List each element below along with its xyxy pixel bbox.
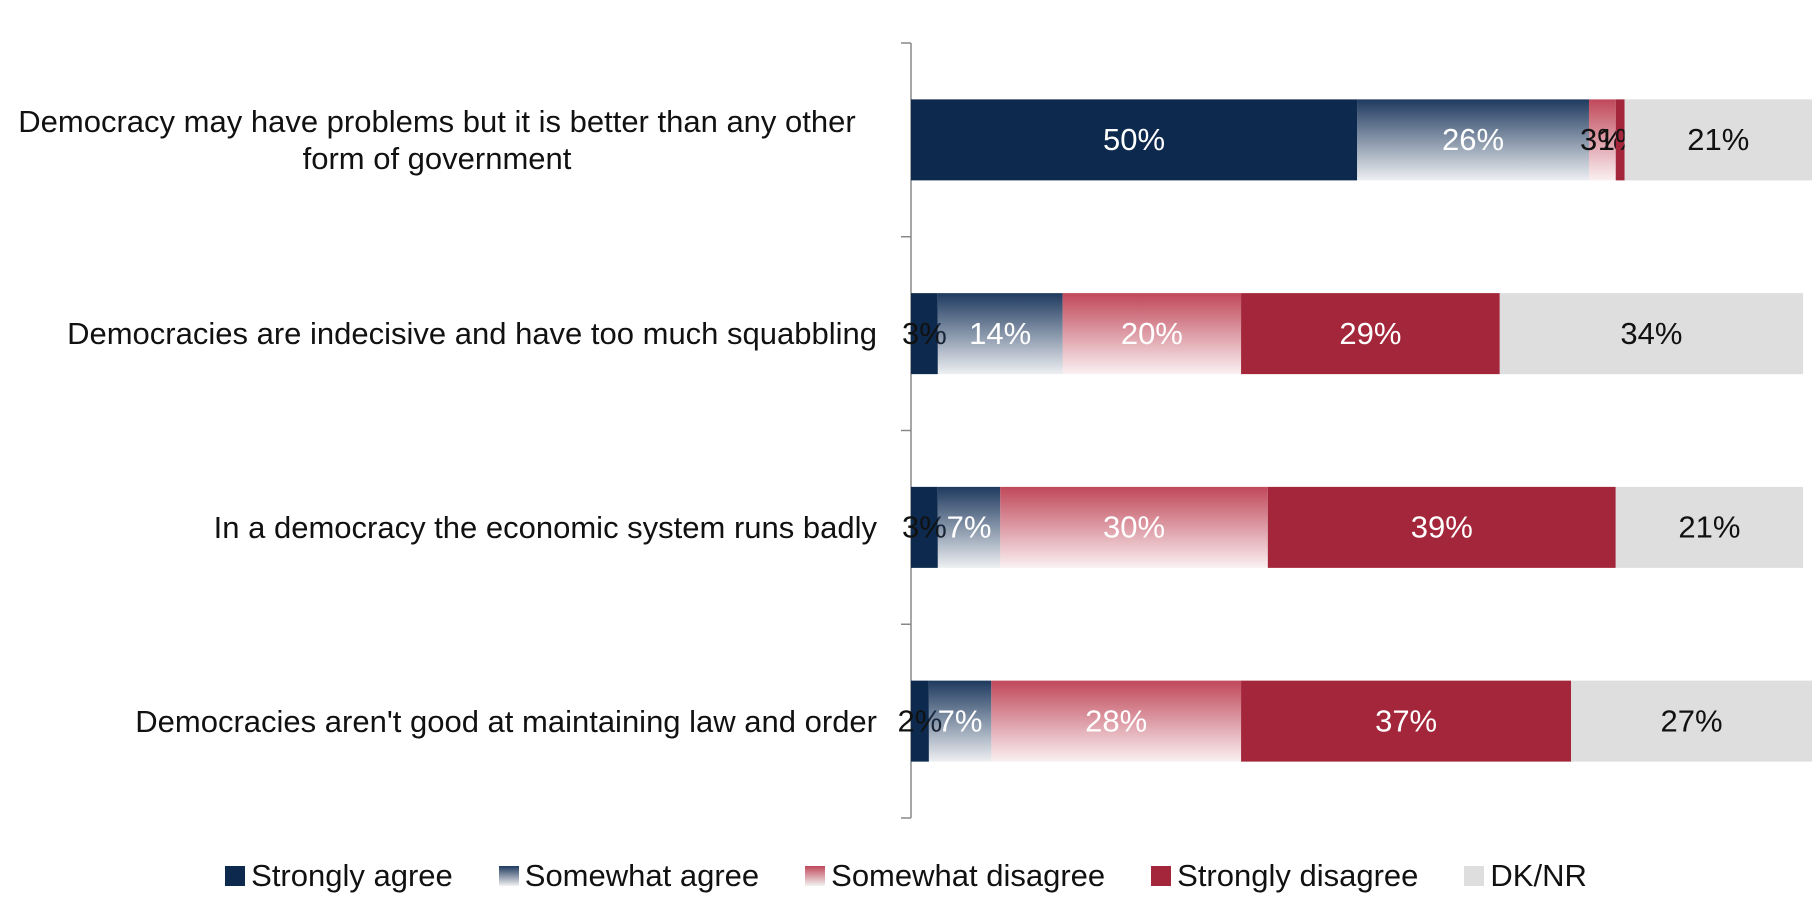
legend-item: Somewhat agree bbox=[498, 858, 760, 894]
bar-segment bbox=[1000, 486, 1268, 568]
bar-segment bbox=[911, 293, 938, 375]
value-label: 7% bbox=[938, 703, 983, 738]
bar-segment bbox=[1241, 293, 1500, 375]
legend-item: Strongly agree bbox=[225, 858, 453, 894]
value-label: 26% bbox=[1442, 122, 1504, 157]
legend-label: Somewhat disagree bbox=[831, 858, 1106, 893]
bar-segment bbox=[1241, 680, 1572, 762]
legend-item: Strongly disagree bbox=[1151, 858, 1418, 894]
bar-segment bbox=[937, 293, 1063, 375]
category-label: In a democracy the economic system runs … bbox=[213, 509, 877, 545]
bar-segment bbox=[1615, 486, 1804, 568]
bar-segment bbox=[1357, 99, 1589, 181]
bar-segment bbox=[911, 486, 938, 568]
value-label: 7% bbox=[947, 510, 992, 545]
value-label: 28% bbox=[1085, 703, 1147, 738]
bar-segment bbox=[1062, 293, 1242, 375]
legend-swatch bbox=[1464, 866, 1485, 886]
bar-segment bbox=[1499, 293, 1804, 375]
legend-item: Somewhat disagree bbox=[805, 858, 1105, 894]
bar-segment bbox=[1588, 99, 1616, 181]
category-label-box: Democracy may have problems but it is be… bbox=[0, 80, 877, 200]
value-label: 37% bbox=[1375, 703, 1437, 738]
category-label: Democracy may have problems but it is be… bbox=[18, 103, 856, 176]
legend-label: Somewhat agree bbox=[524, 858, 760, 893]
value-label: 34% bbox=[1620, 316, 1682, 351]
legend-swatch bbox=[498, 866, 519, 886]
legend-swatch bbox=[225, 866, 246, 886]
value-label: 14% bbox=[969, 316, 1031, 351]
bar-segment bbox=[937, 486, 1001, 568]
legend-item: DK/NR bbox=[1464, 858, 1587, 894]
bar-segment bbox=[911, 99, 1358, 181]
category-label-box: In a democracy the economic system runs … bbox=[0, 467, 877, 587]
chart: 50% 26% 3%1% 21%3% 14% 20% 29% 34%3% 7% 30% 39% 21%… bbox=[898, 42, 1812, 819]
value-label: 39% bbox=[1411, 510, 1473, 545]
legend: Strongly agree Somewhat agree Somewhat dis… bbox=[0, 856, 1812, 896]
bar-segment bbox=[928, 680, 992, 762]
category-label-box: Democracies are indecisive and have too … bbox=[0, 274, 877, 394]
value-label: 29% bbox=[1339, 316, 1401, 351]
category-label-box: Democracies aren't good at maintaining l… bbox=[0, 661, 877, 781]
bar-segment bbox=[1624, 99, 1812, 181]
value-label: 50% bbox=[1103, 122, 1165, 157]
legend-swatch bbox=[1151, 866, 1172, 886]
bar-segment bbox=[1615, 99, 1625, 181]
category-label: Democracies aren't good at maintaining l… bbox=[135, 703, 877, 739]
legend-label: Strongly disagree bbox=[1177, 858, 1419, 893]
value-label: 30% bbox=[1103, 510, 1165, 545]
value-label: 27% bbox=[1661, 703, 1723, 738]
value-label: 21% bbox=[1687, 122, 1749, 157]
value-label: 20% bbox=[1121, 316, 1183, 351]
legend-swatch bbox=[805, 866, 826, 886]
bar-segment bbox=[991, 680, 1242, 762]
category-label: Democracies are indecisive and have too … bbox=[67, 316, 877, 352]
bar-segment bbox=[911, 680, 929, 762]
bar-segment bbox=[1267, 486, 1616, 568]
bar-segment bbox=[1571, 680, 1812, 762]
legend-label: Strongly agree bbox=[251, 858, 453, 893]
value-label: 21% bbox=[1678, 510, 1740, 545]
legend-label: DK/NR bbox=[1490, 858, 1587, 893]
